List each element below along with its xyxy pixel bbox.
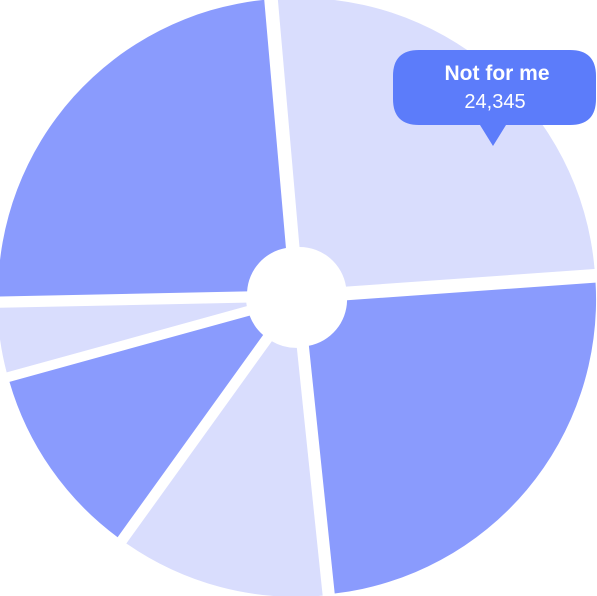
- pie-slice-5[interactable]: [0, 302, 247, 373]
- tooltip-background: [393, 50, 596, 146]
- pie-slice-1[interactable]: [277, 0, 595, 287]
- pie-slice-4[interactable]: [9, 315, 264, 538]
- pie-slice-3[interactable]: [126, 341, 323, 596]
- pie-slice-2[interactable]: [308, 282, 597, 594]
- tooltip: Not for me 24,345: [393, 50, 596, 146]
- tooltip-value: 24,345: [464, 91, 525, 113]
- tooltip-label: Not for me: [445, 62, 550, 85]
- pie-slice-6[interactable]: [0, 0, 286, 297]
